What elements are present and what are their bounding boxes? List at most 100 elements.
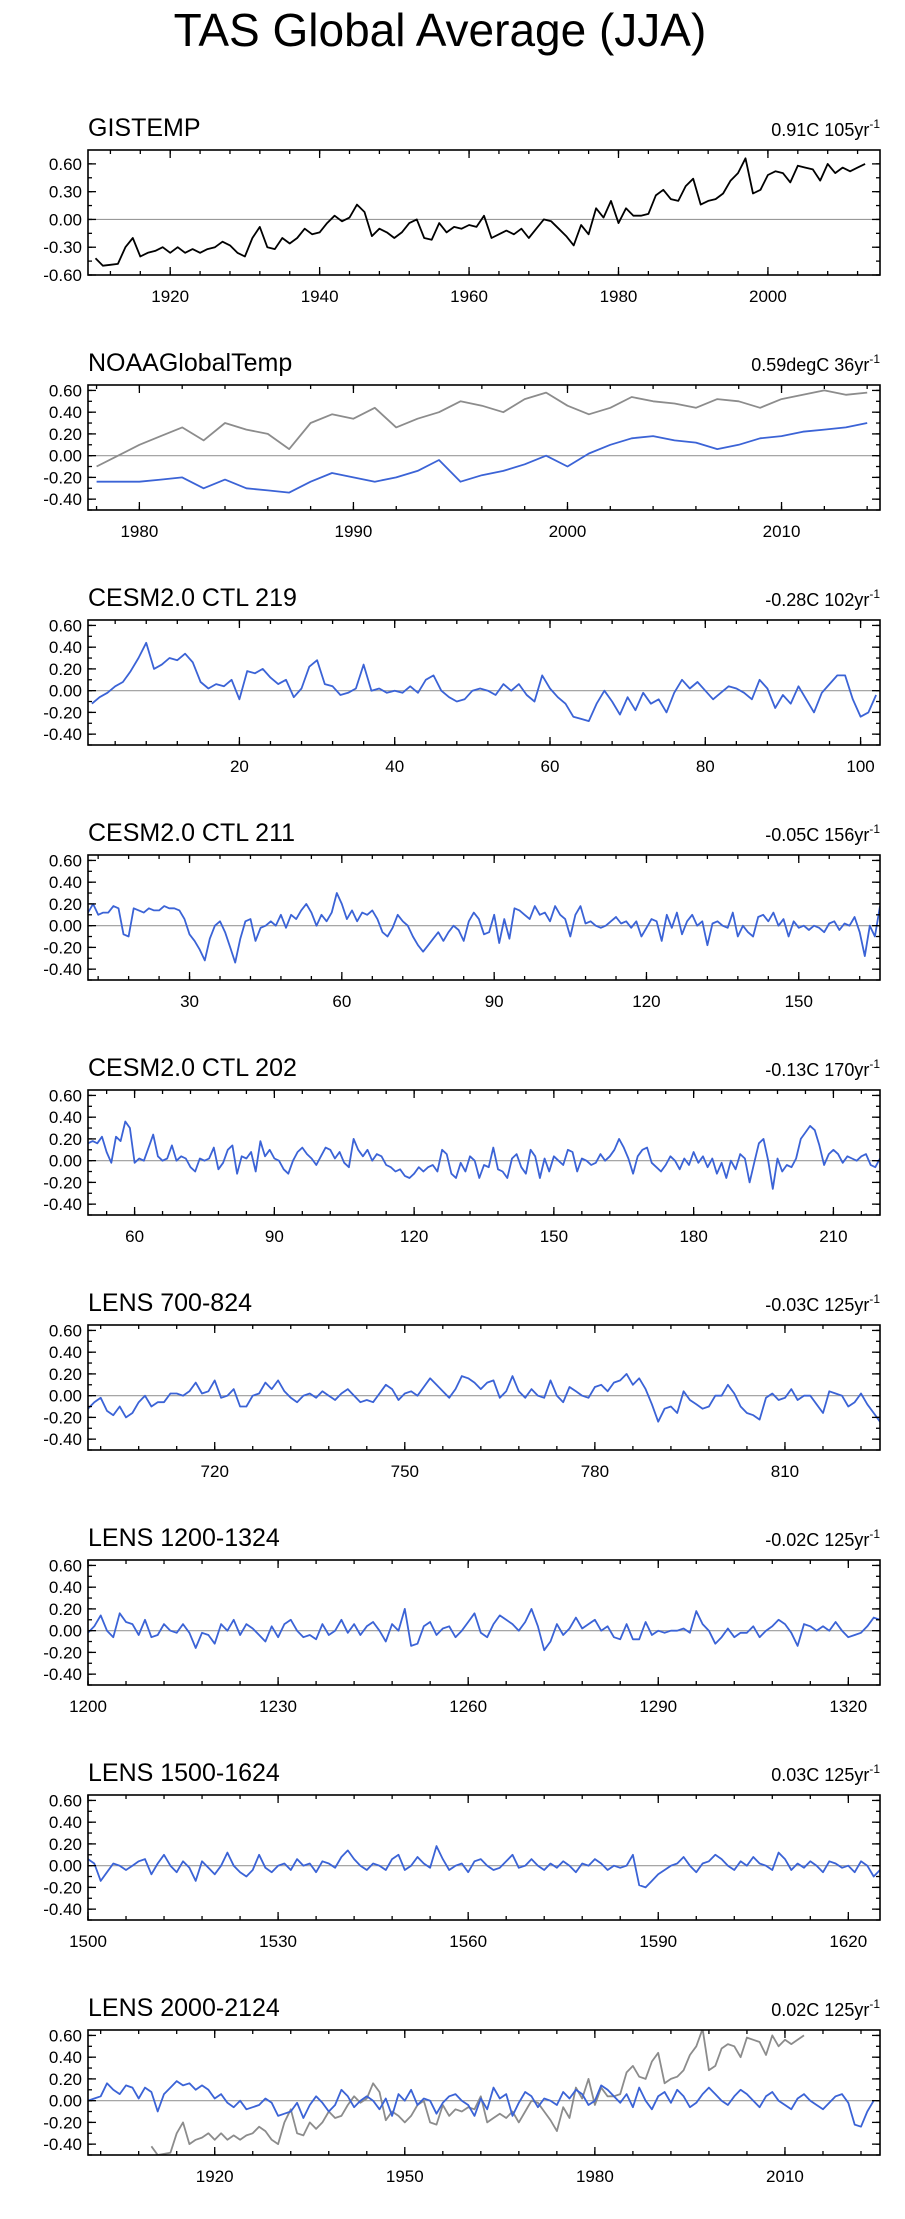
series-line-gray [96,389,868,468]
trend-exponent: -1 [869,1292,880,1306]
series-line-blue [88,1373,880,1423]
y-tick-label: 0.60 [49,155,82,174]
y-tick-label: 0.00 [49,1387,82,1406]
y-tick-label: 0.20 [49,1835,82,1854]
y-tick-label: 0.60 [49,1791,82,1810]
plot-frame [87,2029,881,2156]
y-tick-label: -0.20 [43,938,82,957]
y-tick-label: 0.60 [49,381,82,400]
series-line-blue [96,422,868,494]
y-tick-label: 0.40 [49,638,82,657]
x-tick-label: 810 [771,1462,799,1481]
x-tick-label: 210 [819,1227,847,1246]
y-tick-label: -0.20 [43,1878,82,1897]
plot-frame [87,149,881,276]
plot-frame [87,384,881,511]
y-tick-label: 0.40 [49,1108,82,1127]
series-line-GISTEMP [94,157,866,267]
panel-title: GISTEMP [88,114,201,142]
panel-5: CESM2.0 CTL 202 -0.13C 170yr-1 -0.40 -0.20 0… [43,1054,881,1246]
x-tick-label: 2010 [766,2167,804,2186]
x-tick-label: 150 [785,992,813,1011]
x-tick-label: 1500 [69,1932,107,1951]
x-tick-label: 1200 [69,1697,107,1716]
y-tick-label: -0.40 [43,1665,82,1684]
y-tick-label: -0.40 [43,1195,82,1214]
x-tick-label: 90 [485,992,504,1011]
trend-value: -0.13C 170yr [765,1060,869,1080]
panel-7: LENS 1200-1324 -0.02C 125yr-1 -0.40 -0.20 0.… [43,1524,881,1716]
panel-6: LENS 700-824 -0.03C 125yr-1 -0.40 -0.20 0.00… [43,1289,881,1481]
y-tick-label: 0.00 [49,682,82,701]
panel-title: CESM2.0 CTL 219 [88,584,297,612]
x-tick-label: 1290 [639,1697,677,1716]
panel-trend: -0.02C 125yr-1 [765,1527,880,1550]
panel-trend: -0.13C 170yr-1 [765,1057,880,1080]
x-tick-label: 30 [180,992,199,1011]
trend-exponent: -1 [869,587,880,601]
y-tick-label: -0.20 [43,468,82,487]
y-tick-label: 0.20 [49,660,82,679]
y-tick-label: -0.60 [43,266,82,285]
x-tick-label: 1590 [639,1932,677,1951]
x-tick-label: 120 [632,992,660,1011]
y-tick-label: 0.20 [49,1365,82,1384]
series-line-blue [88,892,880,964]
x-tick-label: 1260 [449,1697,487,1716]
y-tick-label: 0.00 [49,447,82,466]
panel-trend: 0.91C 105yr-1 [771,117,880,140]
x-tick-label: 1620 [829,1932,867,1951]
panel-trend: 0.03C 125yr-1 [771,1762,880,1785]
series-line-blue [88,1608,880,1652]
x-tick-label: 1230 [259,1697,297,1716]
x-tick-label: 1320 [829,1697,867,1716]
trend-value: -0.28C 102yr [765,590,869,610]
plot-frame [87,854,881,981]
panel-title: NOAAGlobalTemp [88,349,292,377]
y-tick-label: 0.00 [49,210,82,229]
trend-value: 0.59degC 36yr [751,355,869,375]
x-tick-label: 1530 [259,1932,297,1951]
y-tick-label: 0.20 [49,1130,82,1149]
panel-8: LENS 1500-1624 0.03C 125yr-1 -0.40 -0.20 0.0… [43,1759,881,1951]
x-tick-label: 2000 [549,522,587,541]
x-tick-label: 1920 [196,2167,234,2186]
x-tick-label: 1960 [450,287,488,306]
y-tick-label: -0.20 [43,2113,82,2132]
y-tick-label: 0.40 [49,403,82,422]
y-tick-label: 0.40 [49,1813,82,1832]
panel-9: LENS 2000-2124 0.02C 125yr-1 -0.40 -0.20 0.0… [43,1994,881,2186]
x-tick-label: 80 [696,757,715,776]
x-tick-label: 60 [125,1227,144,1246]
y-tick-label: 0.20 [49,1600,82,1619]
y-tick-label: -0.40 [43,725,82,744]
trend-exponent: -1 [869,117,880,131]
x-tick-label: 750 [391,1462,419,1481]
panel-title: CESM2.0 CTL 211 [88,819,295,847]
series-line-blue [91,641,877,722]
y-tick-label: 0.40 [49,1343,82,1362]
plot-frame [87,619,881,746]
series-line-gray [150,2030,805,2155]
trend-value: -0.02C 125yr [765,1530,869,1550]
y-tick-label: 0.60 [49,1086,82,1105]
x-tick-label: 40 [385,757,404,776]
plot-frame [87,1559,881,1686]
y-tick-label: 0.40 [49,873,82,892]
y-tick-label: 0.40 [49,1578,82,1597]
y-tick-label: -0.20 [43,1173,82,1192]
x-tick-label: 2000 [749,287,787,306]
panel-trend: -0.28C 102yr-1 [765,587,880,610]
trend-value: 0.03C 125yr [771,1765,869,1785]
x-tick-label: 1940 [301,287,339,306]
panel-trend: 0.59degC 36yr-1 [751,352,880,375]
trend-exponent: -1 [869,822,880,836]
x-tick-label: 90 [265,1227,284,1246]
y-tick-label: 0.20 [49,895,82,914]
x-tick-label: 1990 [335,522,373,541]
y-tick-label: -0.40 [43,490,82,509]
plot-frame [87,1089,881,1216]
y-tick-label: 0.00 [49,917,82,936]
y-tick-label: 0.60 [49,1321,82,1340]
x-tick-label: 1980 [576,2167,614,2186]
